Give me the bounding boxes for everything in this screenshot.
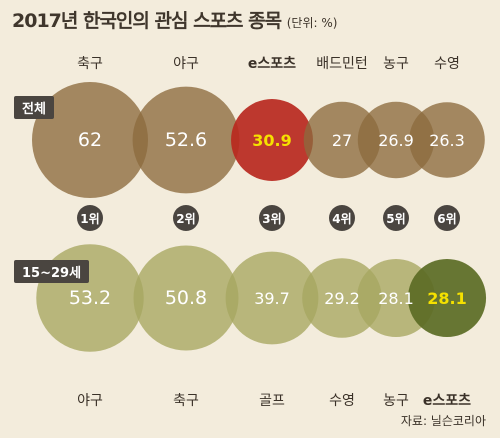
category-label-young-4: 수영 [329, 393, 355, 409]
bubble-young-4 [302, 258, 382, 338]
rank-label: 4위 [332, 212, 351, 226]
label-layer: 62 축구 52.6 야구 30.9 e스포츠 27 배드민턴 26.9 농구 26.3 수영 53.2… [69, 56, 471, 409]
source-label: 자료: 닐슨코리아 [400, 414, 486, 428]
category-label-all-2: 야구 [173, 56, 199, 72]
bubble-all-3 [231, 99, 313, 181]
rank-circle [434, 205, 460, 231]
bubble-young-6 [407, 258, 487, 338]
series-badge-all: 전체 [14, 96, 54, 119]
value-label-all-2: 52.6 [165, 129, 207, 151]
bubble-young-2 [133, 245, 239, 351]
unit-label: (단위: %) [286, 16, 338, 30]
bubble-all-6 [409, 102, 485, 178]
value-label-young-6: 28.1 [427, 289, 466, 308]
title-text: 2017년 한국인의 관심 스포츠 종목 [12, 10, 282, 32]
rank-marker-6: 6위 [434, 205, 460, 231]
rank-label: 2위 [176, 212, 195, 226]
rank-marker-5: 5위 [383, 205, 409, 231]
rank-circle [77, 205, 103, 231]
rank-marker-4: 4위 [329, 205, 355, 231]
category-label-all-4: 배드민턴 [316, 56, 368, 72]
value-label-young-5: 28.1 [378, 289, 414, 308]
value-label-all-1: 62 [78, 129, 102, 151]
bubble-all-2 [132, 86, 240, 194]
category-label-all-5: 농구 [383, 56, 409, 72]
category-label-young-6: e스포츠 [423, 393, 471, 409]
rank-label: 5위 [386, 212, 405, 226]
value-label-all-5: 26.9 [378, 131, 414, 150]
value-label-all-4: 27 [332, 131, 352, 150]
category-label-young-2: 축구 [173, 393, 199, 409]
category-label-young-1: 야구 [77, 393, 103, 409]
category-label-young-3: 골프 [259, 393, 285, 409]
value-label-all-6: 26.3 [429, 131, 465, 150]
rank-circle [259, 205, 285, 231]
category-label-all-3: e스포츠 [248, 56, 296, 72]
bubble-all-4 [303, 101, 381, 179]
bubble-young-3 [225, 251, 319, 345]
rank-marker-1: 1위 [77, 205, 103, 231]
rank-marker-2: 2위 [173, 205, 199, 231]
bubble-all-1 [32, 82, 148, 198]
value-label-young-3: 39.7 [254, 289, 290, 308]
rank-label: 1위 [80, 212, 99, 226]
value-label-young-1: 53.2 [69, 287, 111, 309]
rank-circle [173, 205, 199, 231]
value-label-young-4: 29.2 [324, 289, 360, 308]
series-badge-young: 15~29세 [14, 260, 90, 283]
rank-label: 3위 [262, 212, 281, 226]
rank-label: 6위 [437, 212, 456, 226]
value-label-young-2: 50.8 [165, 287, 207, 309]
category-label-young-5: 농구 [383, 393, 409, 409]
rank-marker-3: 3위 [259, 205, 285, 231]
category-label-all-6: 수영 [434, 56, 460, 72]
rank-circle [329, 205, 355, 231]
rank-circle [383, 205, 409, 231]
page-title: 2017년 한국인의 관심 스포츠 종목 (단위: %) [12, 6, 337, 33]
category-label-all-1: 축구 [77, 56, 103, 72]
value-label-all-3: 30.9 [252, 131, 291, 150]
